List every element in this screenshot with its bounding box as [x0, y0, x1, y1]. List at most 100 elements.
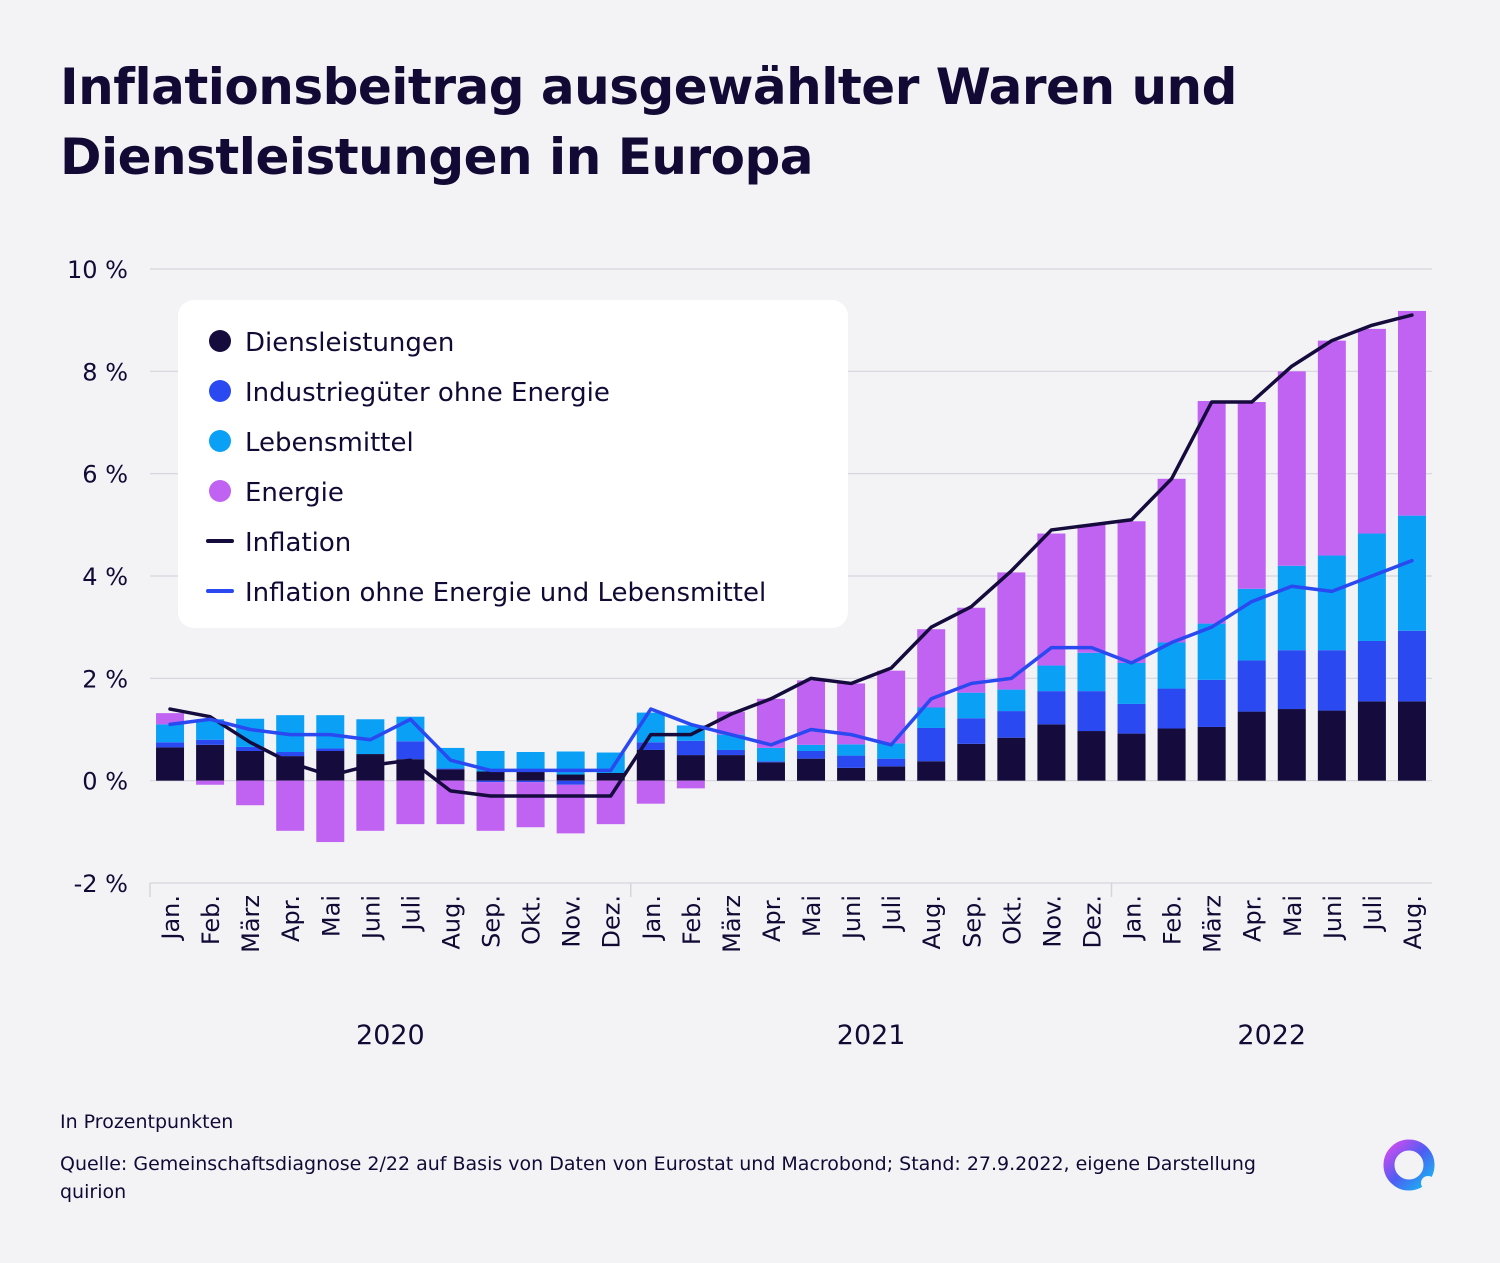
bar-diensleistungen — [516, 771, 545, 781]
x-tick-label: Nov. — [558, 895, 586, 948]
x-tick-label: Apr. — [1239, 895, 1267, 942]
x-tick-label: Dez. — [598, 895, 626, 948]
bar-energie — [1317, 340, 1346, 556]
bar-industrieg-ter-ohne-energie — [1117, 703, 1146, 734]
bar-diensleistungen — [196, 744, 225, 781]
line-inflation-ohne-energie-und-lebensmittel — [168, 558, 1414, 773]
bar-industrieg-ter-ohne-energie — [997, 711, 1026, 738]
bar-energie — [276, 780, 305, 831]
x-tick-label: März — [1199, 895, 1227, 953]
bar-lebensmittel — [636, 712, 665, 743]
bar-diensleistungen — [1317, 710, 1346, 781]
legend-label: Industriegüter ohne Energie — [245, 378, 610, 408]
bar-energie — [1117, 521, 1146, 663]
bar-diensleistungen — [997, 737, 1026, 781]
x-tick-label: Aug. — [1399, 895, 1427, 950]
bar-lebensmittel — [1277, 565, 1306, 651]
bar-industrieg-ter-ohne-energie — [1077, 691, 1106, 732]
x-tick-label: Okt. — [518, 895, 546, 945]
bar-industrieg-ter-ohne-energie — [1357, 640, 1386, 702]
bar-industrieg-ter-ohne-energie — [1157, 688, 1186, 729]
bar-energie — [596, 780, 625, 825]
bar-diensleistungen — [636, 749, 665, 781]
bar-energie — [556, 784, 585, 834]
bar-lebensmittel — [1077, 652, 1106, 692]
x-tick-label: Juni — [1319, 895, 1347, 941]
bar-industrieg-ter-ohne-energie — [1197, 679, 1226, 727]
bar-lebensmittel — [1037, 665, 1066, 692]
bar-industrieg-ter-ohne-energie — [436, 768, 465, 770]
x-tick-label: März — [237, 895, 265, 953]
x-tick-label: Aug. — [918, 895, 946, 950]
bar-diensleistungen — [1037, 724, 1066, 781]
year-label: 2022 — [1237, 1020, 1306, 1051]
bar-industrieg-ter-ohne-energie — [636, 742, 665, 750]
bar-energie — [877, 670, 906, 744]
bar-lebensmittel — [1317, 555, 1346, 651]
bar-diensleistungen — [156, 747, 185, 781]
bar-diensleistungen — [957, 743, 986, 781]
brand-logo-icon — [1383, 1139, 1435, 1191]
bar-diensleistungen — [596, 772, 625, 781]
y-tick-label: 10 % — [67, 256, 128, 284]
bar-lebensmittel — [1117, 662, 1146, 704]
bar-energie — [676, 780, 705, 789]
bar-lebensmittel — [797, 744, 826, 751]
x-tick-label: Okt. — [998, 895, 1026, 945]
bar-industrieg-ter-ohne-energie — [756, 761, 785, 763]
chart-title: Inflationsbeitrag ausgewählter Waren und… — [60, 58, 1237, 186]
x-tick-label: Jan. — [1119, 895, 1147, 942]
bar-energie — [396, 780, 425, 825]
bar-industrieg-ter-ohne-energie — [156, 742, 185, 748]
bar-lebensmittel — [997, 689, 1026, 712]
bar-diensleistungen — [676, 755, 705, 781]
legend-label: Diensleistungen — [245, 328, 454, 358]
bar-energie — [1197, 401, 1226, 624]
x-axis: Jan. Feb. März Apr. Mai Juni Juli Aug. Sep. Okt. N… — [149, 883, 1427, 1051]
bar-diensleistungen — [837, 767, 866, 781]
bar-industrieg-ter-ohne-energie — [396, 741, 425, 760]
x-tick-label: Juli — [878, 895, 906, 933]
bar-lebensmittel — [957, 692, 986, 719]
x-tick-label: Sep. — [478, 895, 506, 948]
x-tick-label: Apr. — [277, 895, 305, 942]
bar-lebensmittel — [1197, 623, 1226, 680]
bar-energie — [436, 780, 465, 825]
bar-industrieg-ter-ohne-energie — [516, 780, 545, 783]
bar-energie — [156, 713, 185, 725]
bar-lebensmittel — [476, 750, 505, 772]
x-tick-label: Sep. — [958, 895, 986, 948]
bar-lebensmittel — [316, 715, 345, 749]
bar-lebensmittel — [1157, 642, 1186, 689]
x-tick-label: Mai — [1279, 895, 1307, 937]
bar-diensleistungen — [877, 766, 906, 781]
y-tick-label: 4 % — [82, 563, 128, 591]
bar-diensleistungen — [917, 761, 946, 781]
bar-diensleistungen — [1237, 711, 1266, 781]
x-tick-label: Jan. — [157, 895, 185, 942]
x-tick-label: Dez. — [1078, 895, 1106, 948]
bar-lebensmittel — [716, 734, 745, 750]
legend-swatch — [209, 480, 231, 502]
bar-industrieg-ter-ohne-energie — [276, 752, 305, 757]
bar-energie — [356, 780, 385, 831]
bar-industrieg-ter-ohne-energie — [716, 749, 745, 756]
bar-industrieg-ter-ohne-energie — [917, 727, 946, 762]
bar-diensleistungen — [716, 755, 745, 781]
bar-industrieg-ter-ohne-energie — [1277, 650, 1306, 710]
bar-energie — [1157, 478, 1186, 643]
bar-diensleistungen — [1397, 701, 1426, 781]
bar-energie — [1357, 328, 1386, 534]
bar-energie — [957, 607, 986, 693]
bar-industrieg-ter-ohne-energie — [1317, 650, 1346, 711]
bar-energie — [476, 782, 505, 831]
bar-diensleistungen — [436, 769, 465, 781]
bar-industrieg-ter-ohne-energie — [236, 746, 265, 751]
bar-diensleistungen — [1077, 731, 1106, 781]
bar-industrieg-ter-ohne-energie — [877, 758, 906, 767]
legend-label: Inflation ohne Energie und Lebensmittel — [245, 578, 766, 608]
bar-industrieg-ter-ohne-energie — [957, 718, 986, 744]
y-tick-label: -2 % — [74, 870, 128, 898]
legend-label: Inflation — [245, 528, 351, 558]
x-tick-label: Nov. — [1038, 895, 1066, 948]
